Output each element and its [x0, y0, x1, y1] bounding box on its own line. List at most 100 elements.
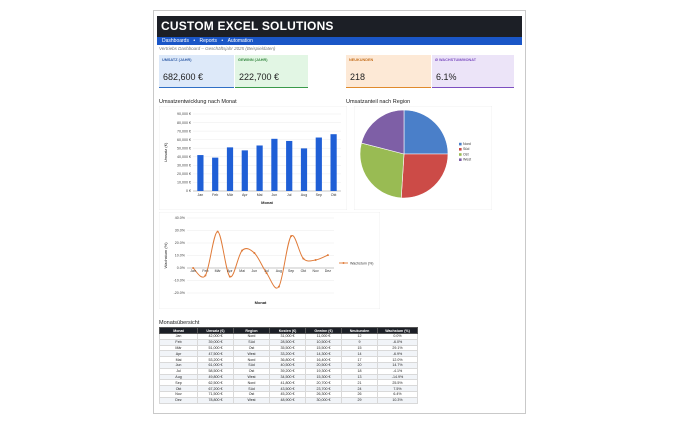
legend-label: Ost	[463, 152, 469, 156]
table-header-cell: Wachstum (%)	[377, 327, 418, 334]
table-header-row: Monat Umsatz (€) Region Kosten (€) Gewinn (€…	[159, 327, 418, 334]
pie-slice-ost	[359, 142, 405, 199]
bar-Jan	[197, 155, 204, 191]
pie-slice-süd	[400, 153, 449, 199]
kpi-label: Ø WACHSTUM/MONAT	[435, 58, 477, 62]
x-tick-label: Apr	[227, 269, 233, 273]
x-tick-label: Nov	[313, 269, 319, 273]
y-tick-label: 20.0%	[175, 241, 186, 245]
table-row: Dez 78,800 € West 48,900 €30,000 €29 10.3%	[159, 396, 418, 404]
y-tick-label: 50,000 €	[177, 146, 191, 150]
point-Feb	[204, 274, 207, 277]
y-tick-label: 80,000 €	[177, 121, 191, 125]
legend-label: Süd	[463, 147, 469, 151]
y-tick-label: -20.0%	[174, 291, 186, 295]
legend-swatch	[459, 153, 462, 156]
table-row: Jan 42,000 € Nord 31,000 €11,000 €12 0.0%	[159, 333, 418, 340]
legend-label: Nord	[463, 142, 471, 146]
x-tick-label: Apr	[242, 193, 248, 197]
bar-chart-title: Umsatzentwicklung nach Monat	[159, 99, 237, 105]
x-tick-label: Feb	[202, 269, 208, 273]
x-tick-label: Jun	[252, 269, 258, 273]
x-tick-label: Okt	[301, 269, 306, 273]
point-Apr	[228, 275, 231, 278]
y-tick-label: 20,000 €	[177, 172, 191, 176]
table-cell: 29	[341, 396, 378, 404]
growth-series-line	[192, 231, 329, 289]
dashboard-sheet: CUSTOM EXCEL SOLUTIONS Dashboards • Repo…	[153, 10, 526, 414]
bar-Aug	[300, 148, 308, 191]
page-title: CUSTOM EXCEL SOLUTIONS	[157, 16, 522, 37]
kpi-card-revenue: UMSATZ (JAHR) 682,600 €	[159, 55, 234, 88]
chart-frame	[159, 106, 347, 210]
x-tick-label: Mär	[227, 193, 234, 197]
legend-swatch	[459, 148, 462, 151]
x-tick-label: Mär	[215, 269, 222, 273]
y-tick-label: 0 €	[186, 189, 191, 193]
page-subtitle: Vertriebs Dashboard – Geschäftsjahr 2025…	[159, 46, 276, 51]
bar-Apr	[241, 150, 248, 191]
point-Aug	[277, 285, 280, 288]
x-tick-label: Jul	[264, 269, 269, 273]
point-Okt	[302, 257, 305, 260]
y-tick-label: 10.0%	[175, 254, 186, 258]
point-Jun	[253, 252, 256, 254]
nav-item-dashboards[interactable]: Dashboards	[162, 38, 189, 44]
x-tick-label: Mai	[239, 269, 245, 273]
pie-slice-west	[361, 109, 405, 155]
legend-swatch	[459, 142, 462, 146]
nav-bar: Dashboards • Reports • Automation	[157, 37, 522, 45]
kpi-label: NEUKUNDEN	[349, 58, 374, 62]
kpi-value: 218	[350, 72, 366, 82]
point-Jul	[265, 272, 268, 275]
y-tick-label: 40,000 €	[177, 155, 191, 159]
nav-item-reports[interactable]: Reports	[199, 38, 218, 44]
table-cell: 78,800 €	[197, 396, 234, 404]
table-title: Monatsübersicht	[159, 320, 200, 326]
pie-slice-nord	[403, 109, 449, 155]
point-Dez	[326, 254, 329, 257]
monthly-table: Monat Umsatz (€) Region Kosten (€) Gewinn (€…	[159, 327, 418, 404]
x-axis-label: Monat	[261, 200, 273, 205]
y-axis-label: Wachstum (%)	[163, 242, 168, 269]
bar-Jul	[286, 140, 293, 191]
nav-separator: •	[221, 38, 224, 44]
kpi-value: 6.1%	[436, 72, 457, 82]
bar-Sep	[315, 137, 322, 191]
bar-Mai	[256, 145, 263, 191]
nav-separator: •	[193, 38, 196, 44]
y-tick-label: 60,000 €	[177, 138, 191, 142]
point-Nov	[314, 259, 317, 261]
bar-Okt	[330, 134, 337, 191]
y-tick-label: -10.0%	[174, 279, 186, 283]
point-Sep	[290, 235, 293, 238]
x-axis-label: Monat	[255, 300, 267, 305]
x-tick-label: Aug	[276, 269, 282, 273]
bar-Jun	[271, 138, 278, 191]
kpi-value: 222,700 €	[239, 72, 280, 82]
table-row: Feb 39,000 € Süd 28,500 €10,500 €9 -6.0%	[159, 338, 418, 346]
x-tick-label: Mai	[257, 193, 263, 197]
table-cell: 30,000 €	[305, 396, 342, 404]
y-axis-label: Umsatz (€)	[163, 142, 168, 162]
x-tick-label: Sep	[316, 193, 322, 197]
nav-item-automation[interactable]: Automation	[227, 38, 253, 44]
kpi-card-new-customers: NEUKUNDEN 218	[346, 55, 431, 88]
y-tick-label: 0.0%	[177, 266, 186, 270]
y-tick-label: 40.0%	[175, 216, 186, 220]
chart-frame	[159, 212, 380, 309]
table-row: Apr 47,500 € West 33,200 €14,300 €14 -6.9%	[159, 350, 418, 358]
x-tick-label: Feb	[212, 193, 218, 197]
kpi-label: GEWINN (JAHR)	[238, 58, 268, 62]
kpi-card-growth: Ø WACHSTUM/MONAT 6.1%	[432, 55, 514, 88]
legend-swatch	[459, 158, 462, 161]
revenue-bar-chart: 0 € 10,000 € 20,000 € 30,000 € 40,000 € 50,00…	[159, 106, 347, 210]
kpi-label: UMSATZ (JAHR)	[162, 58, 192, 62]
point-Jan	[192, 267, 195, 269]
x-tick-label: Jan	[190, 269, 196, 273]
point-Mai	[241, 249, 244, 252]
y-tick-label: 90,000 €	[177, 112, 191, 116]
kpi-value: 682,600 €	[163, 72, 204, 82]
x-tick-label: Sep	[288, 269, 294, 273]
